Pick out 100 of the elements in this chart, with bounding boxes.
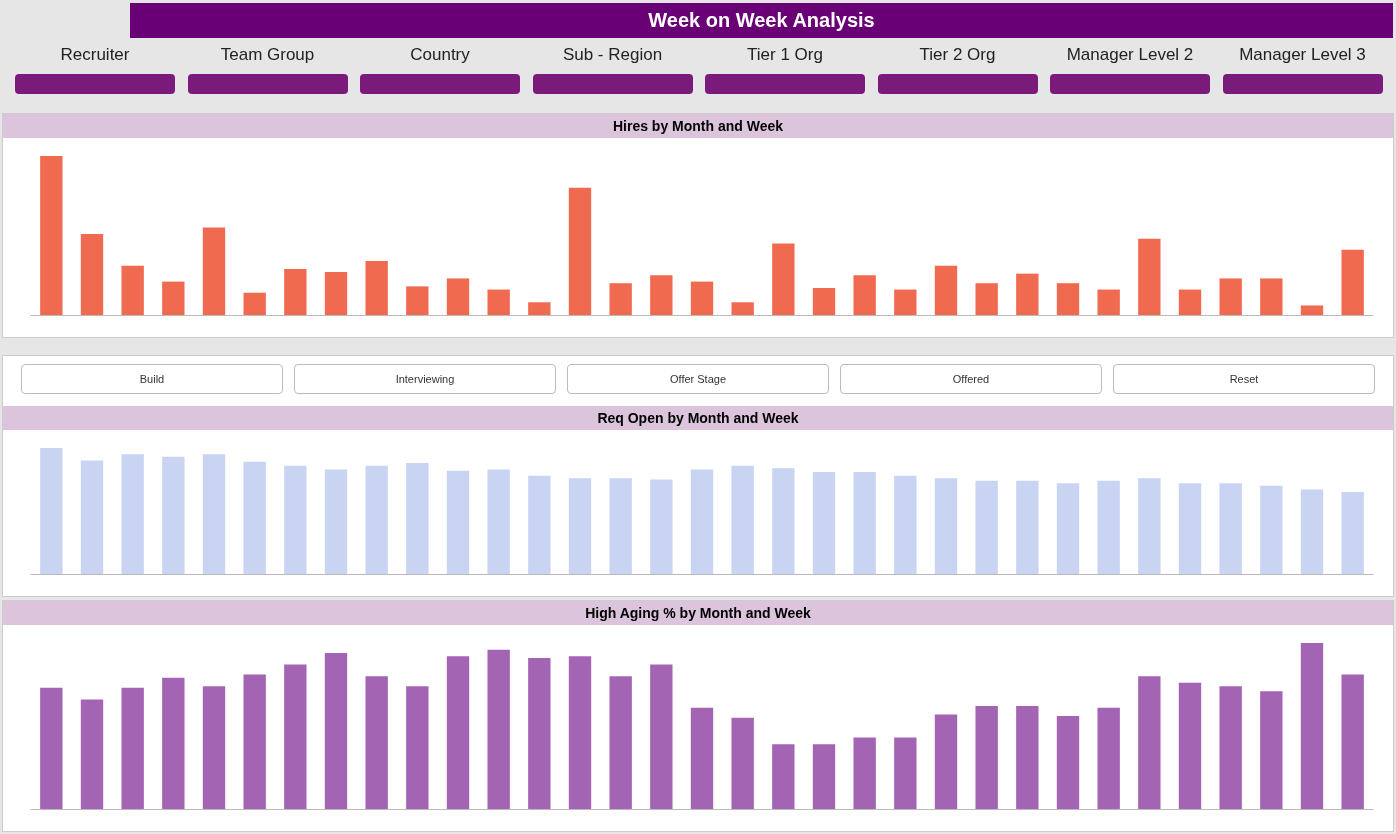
- text: Recruiter: [59, 45, 131, 66]
- bar: [121, 687, 144, 809]
- bar: [894, 475, 917, 574]
- bar: [1219, 483, 1242, 574]
- bar: [324, 469, 348, 574]
- bar: [202, 686, 226, 809]
- bar: [243, 461, 266, 574]
- bar: [975, 283, 998, 315]
- bar: [121, 454, 144, 574]
- bar: [406, 686, 429, 809]
- bar: [772, 468, 795, 574]
- chart-title: Req Open by Month and Week: [3, 406, 1393, 430]
- bar: [1178, 483, 1202, 574]
- bar: [568, 656, 592, 809]
- bar: [609, 676, 632, 809]
- bar: [1016, 273, 1039, 315]
- bar: [365, 260, 388, 315]
- bar: [1016, 706, 1039, 809]
- bar: [446, 470, 470, 574]
- bar: [243, 292, 266, 315]
- bar: [365, 465, 388, 574]
- bar: [853, 737, 876, 809]
- text: Manager Level 2: [1065, 45, 1195, 66]
- bar: [853, 471, 876, 574]
- bar: [1056, 283, 1080, 315]
- bar: [162, 677, 185, 809]
- bar: [731, 717, 754, 809]
- bar: [772, 744, 795, 809]
- text: Team Group: [219, 45, 316, 66]
- bar: [650, 479, 673, 574]
- chart-title: Hires by Month and Week: [3, 114, 1393, 138]
- text: Manager Level 3: [1238, 45, 1367, 66]
- bar: [1097, 707, 1120, 809]
- bar: [324, 652, 348, 809]
- bar: [650, 275, 673, 315]
- filter-button: Interviewing: [294, 364, 556, 394]
- bar: [1219, 278, 1242, 315]
- bar: [487, 469, 510, 574]
- bar: [243, 674, 266, 809]
- bar: [1300, 305, 1324, 315]
- bar: [731, 465, 754, 574]
- bar: [1056, 716, 1080, 809]
- bar: [324, 272, 348, 315]
- bar: [406, 463, 429, 574]
- filter-button: Offer Stage: [567, 364, 829, 394]
- bar: [40, 156, 63, 315]
- bar: [446, 278, 470, 315]
- bar: [365, 676, 388, 809]
- bar: [446, 656, 470, 809]
- bar: [162, 456, 185, 574]
- text: Country: [409, 45, 471, 66]
- bar: [1260, 485, 1283, 574]
- bar: [731, 302, 754, 315]
- bar: [162, 281, 185, 315]
- bar: [812, 744, 836, 809]
- bar: [1341, 492, 1364, 574]
- bar: [853, 275, 876, 315]
- bar: [202, 454, 226, 574]
- bar: [812, 287, 836, 315]
- chart-title: High Aging % by Month and Week: [3, 601, 1393, 625]
- bar: [690, 469, 714, 574]
- bar: [934, 478, 958, 574]
- bar: [1341, 249, 1364, 315]
- bar: [487, 649, 510, 809]
- bar: [528, 475, 551, 574]
- bar: [528, 302, 551, 315]
- bar: [1097, 289, 1120, 315]
- bar: [975, 706, 998, 809]
- bar: [487, 289, 510, 315]
- bar: [1178, 289, 1202, 315]
- bar: [609, 283, 632, 315]
- bar: [1178, 682, 1202, 809]
- bar: [406, 286, 429, 315]
- bar: [121, 265, 144, 315]
- filter-button: Build: [21, 364, 283, 394]
- filter-button: Offered: [840, 364, 1102, 394]
- bar: [568, 478, 592, 574]
- bar: [1016, 480, 1039, 574]
- bar: [934, 714, 958, 809]
- text: Week on Week Analysis: [130, 3, 1393, 38]
- bar: [1260, 278, 1283, 315]
- bar: [1138, 478, 1161, 574]
- bar: [1097, 480, 1120, 574]
- bar: [894, 737, 917, 809]
- bar: [1300, 489, 1324, 574]
- bar: [202, 227, 226, 315]
- bar: [690, 707, 714, 809]
- filter-button: Reset: [1113, 364, 1375, 394]
- bar: [934, 265, 958, 315]
- bar: [80, 699, 104, 809]
- bar: [690, 281, 714, 315]
- bar: [80, 233, 104, 315]
- bar: [1138, 238, 1161, 315]
- bar: [772, 243, 795, 315]
- text: Sub - Region: [561, 45, 664, 66]
- bar: [1056, 483, 1080, 574]
- bar: [894, 289, 917, 315]
- bar: [40, 687, 63, 809]
- bar: [568, 187, 592, 315]
- bar: [284, 664, 307, 809]
